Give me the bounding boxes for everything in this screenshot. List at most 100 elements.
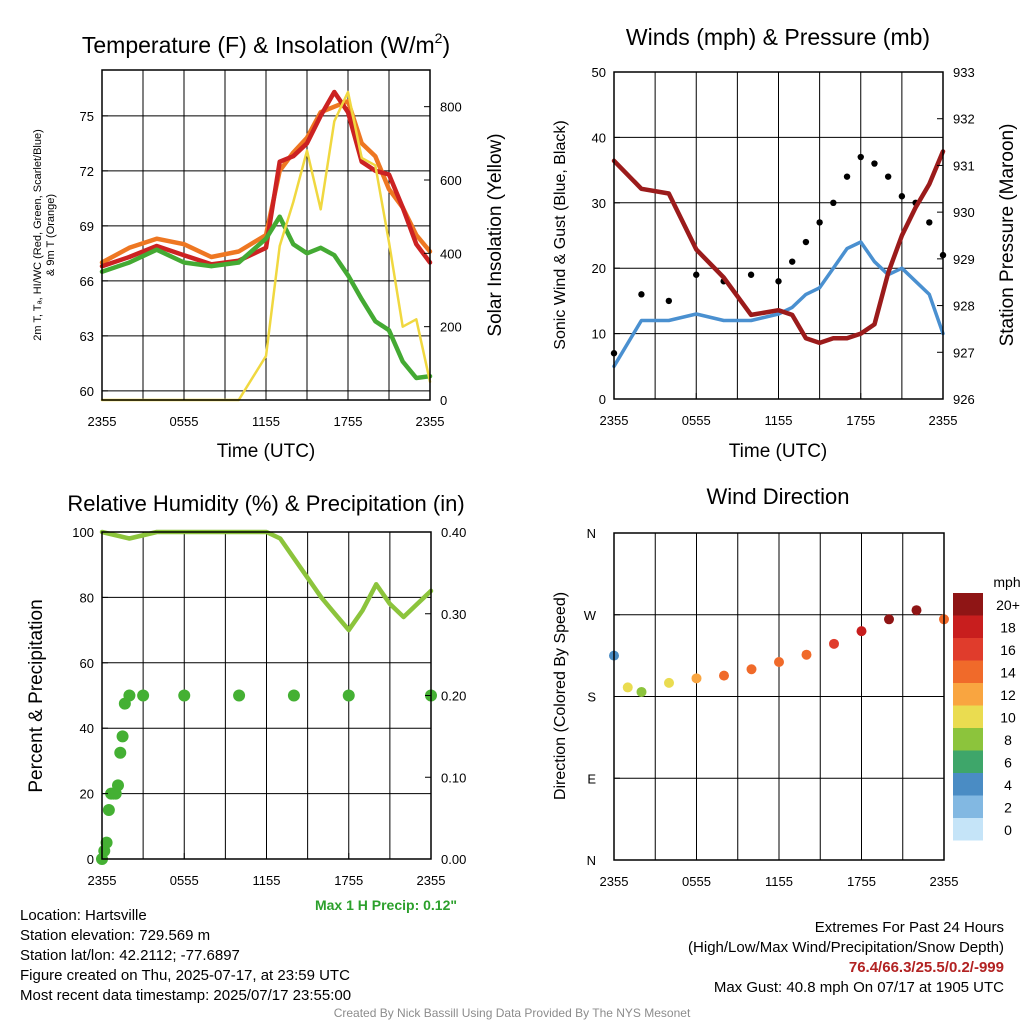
direction-point bbox=[774, 656, 784, 667]
x-tick-label: 1755 bbox=[334, 414, 363, 429]
latlon-text: Station lat/lon: 42.2112; -77.6897 bbox=[20, 947, 240, 964]
direction-point bbox=[664, 677, 674, 688]
x-tick-label: 2355 bbox=[88, 873, 117, 888]
direction-x-ticks: 2355 0555 1155 1755 2355 bbox=[600, 854, 958, 889]
legend-label: 0 bbox=[1004, 822, 1012, 838]
y-tick-label: N bbox=[587, 526, 596, 541]
y-tick-label: W bbox=[584, 608, 597, 623]
x-tick-label: 2355 bbox=[600, 413, 629, 428]
x-tick-label: 2355 bbox=[88, 414, 117, 429]
precip-point bbox=[116, 730, 129, 743]
winds-panel: Winds (mph) & Pressure (mb) 01020304050 … bbox=[552, 24, 1018, 462]
y-tick-label: 0 bbox=[87, 852, 94, 867]
legend-label: 14 bbox=[1000, 665, 1016, 681]
legend-swatch bbox=[953, 750, 983, 773]
y-tick-label: 50 bbox=[592, 65, 606, 80]
direction-point bbox=[719, 670, 729, 681]
gust-point bbox=[789, 258, 796, 265]
y2-tick-label: 933 bbox=[953, 65, 975, 80]
winds-series-line-0 bbox=[612, 240, 945, 369]
y-tick-label: 30 bbox=[592, 196, 606, 211]
direction-y-ticks: N E S W N bbox=[584, 526, 620, 868]
y2-tick-label: 0.10 bbox=[441, 770, 466, 785]
legend-swatch bbox=[953, 705, 983, 728]
legend-swatch bbox=[953, 795, 983, 818]
direction-point bbox=[691, 673, 702, 684]
legend-label: 20+ bbox=[996, 597, 1020, 613]
legend-swatch bbox=[953, 683, 983, 706]
direction-title: Wind Direction bbox=[706, 484, 849, 509]
extremes-info: Extremes For Past 24 Hours (High/Low/Max… bbox=[688, 918, 1004, 998]
x-tick-label: 0555 bbox=[170, 414, 199, 429]
speed-legend: 20+ 18 16 14 12 10 8 6 4 2 0 bbox=[953, 593, 1020, 841]
temperature-x-ticks: 2355 0555 1155 1755 2355 bbox=[88, 394, 444, 429]
credit-text: Created By Nick Bassill Using Data Provi… bbox=[333, 1006, 691, 1020]
humidity-panel: Relative Humidity (%) & Precipitation (i… bbox=[26, 491, 466, 913]
y2-tick-label: 929 bbox=[953, 252, 975, 267]
winds-title: Winds (mph) & Pressure (mb) bbox=[626, 24, 930, 50]
y2-tick-label: 932 bbox=[953, 112, 975, 127]
x-tick-label: 1755 bbox=[334, 873, 363, 888]
direction-grid bbox=[614, 533, 944, 860]
y2-tick-label: 0.00 bbox=[441, 852, 466, 867]
humidity-y-ticks: 0 20 40 60 80 100 bbox=[72, 525, 108, 867]
y2-tick-label: 928 bbox=[953, 299, 975, 314]
y-tick-label: 66 bbox=[80, 274, 94, 289]
insolation-y-ticks: 0 200 400 600 800 bbox=[424, 100, 462, 408]
elevation-text: Station elevation: 729.569 m bbox=[20, 927, 211, 944]
x-tick-label: 1155 bbox=[252, 414, 280, 429]
direction-point bbox=[829, 638, 839, 649]
humidity-title: Relative Humidity (%) & Precipitation (i… bbox=[67, 491, 464, 516]
temperature-series-line-0 bbox=[99, 98, 433, 265]
precip-point bbox=[342, 689, 355, 702]
gust-point bbox=[830, 199, 837, 206]
y2-tick-label: 931 bbox=[953, 158, 975, 173]
direction-series bbox=[609, 605, 949, 697]
y-tick-label: 20 bbox=[80, 787, 94, 802]
legend-swatch bbox=[953, 660, 983, 683]
legend-label: 18 bbox=[1000, 620, 1016, 636]
winds-grid bbox=[614, 72, 943, 399]
legend-swatch bbox=[953, 593, 983, 616]
x-tick-label: 2355 bbox=[600, 874, 629, 889]
y-tick-label: E bbox=[587, 771, 596, 786]
y-tick-label: 63 bbox=[80, 329, 94, 344]
precip-point bbox=[178, 689, 191, 702]
x-tick-label: 0555 bbox=[682, 413, 711, 428]
y2-tick-label: 930 bbox=[953, 205, 975, 220]
gust-point bbox=[843, 173, 851, 180]
winds-y-label: Sonic Wind & Gust (Blue, Black) bbox=[552, 120, 569, 349]
legend-swatch bbox=[953, 615, 983, 638]
y-tick-label: 60 bbox=[80, 384, 94, 399]
y-tick-label: 72 bbox=[80, 164, 94, 179]
legend-label: 8 bbox=[1004, 732, 1012, 748]
y-tick-label: N bbox=[587, 853, 596, 868]
legend-label: 4 bbox=[1004, 777, 1012, 793]
x-tick-label: 2355 bbox=[929, 413, 958, 428]
legend-swatch bbox=[953, 638, 983, 661]
y2-tick-label: 0.20 bbox=[441, 689, 466, 704]
x-tick-label: 0555 bbox=[682, 874, 711, 889]
y2-tick-label: 927 bbox=[953, 345, 975, 360]
pressure-y-ticks: 926 927 928 929 930 931 932 933 bbox=[937, 65, 975, 407]
precip-point bbox=[287, 689, 300, 702]
legend-label: 16 bbox=[1000, 642, 1016, 658]
humidity-grid bbox=[102, 532, 431, 859]
direction-point bbox=[622, 682, 633, 693]
temperature-title: Temperature (F) & Insolation (W/m2) bbox=[82, 30, 450, 58]
y-tick-label: 75 bbox=[80, 109, 94, 124]
legend-label: 12 bbox=[1000, 687, 1016, 703]
created-text: Figure created on Thu, 2025-07-17, at 23… bbox=[20, 967, 350, 984]
recent-data-text: Most recent data timestamp: 2025/07/17 2… bbox=[20, 987, 352, 1004]
precip-point bbox=[233, 689, 246, 702]
pressure-y-label: Station Pressure (Maroon) bbox=[997, 124, 1018, 347]
y-tick-label: S bbox=[587, 690, 596, 705]
y-tick-label: 20 bbox=[592, 261, 606, 276]
gust-point bbox=[802, 238, 810, 246]
direction-point bbox=[884, 614, 894, 625]
legend-swatch bbox=[953, 773, 983, 796]
y-tick-label: 40 bbox=[592, 130, 606, 145]
legend-label: 10 bbox=[1000, 710, 1016, 726]
y-tick-label: 100 bbox=[72, 525, 94, 540]
